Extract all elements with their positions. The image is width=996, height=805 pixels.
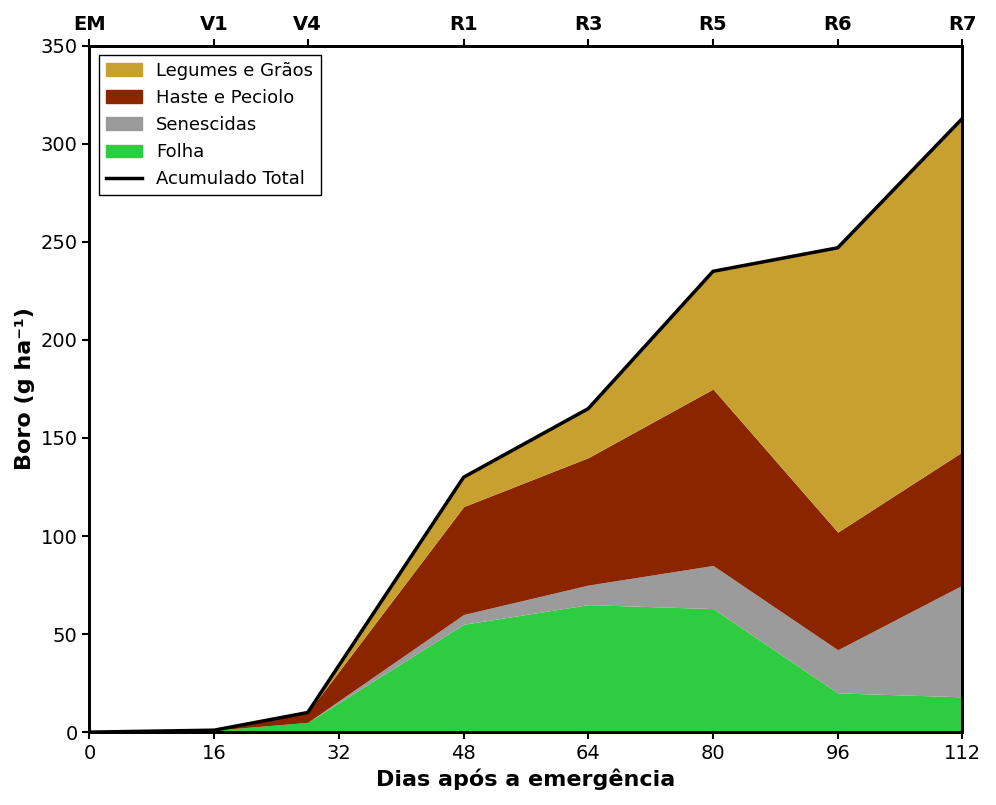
Y-axis label: Boro (g ha⁻¹): Boro (g ha⁻¹) (15, 308, 35, 470)
Legend: Legumes e Grãos, Haste e Peciolo, Senescidas, Folha, Acumulado Total: Legumes e Grãos, Haste e Peciolo, Senesc… (99, 55, 321, 196)
X-axis label: Dias após a emergência: Dias após a emergência (376, 769, 675, 790)
